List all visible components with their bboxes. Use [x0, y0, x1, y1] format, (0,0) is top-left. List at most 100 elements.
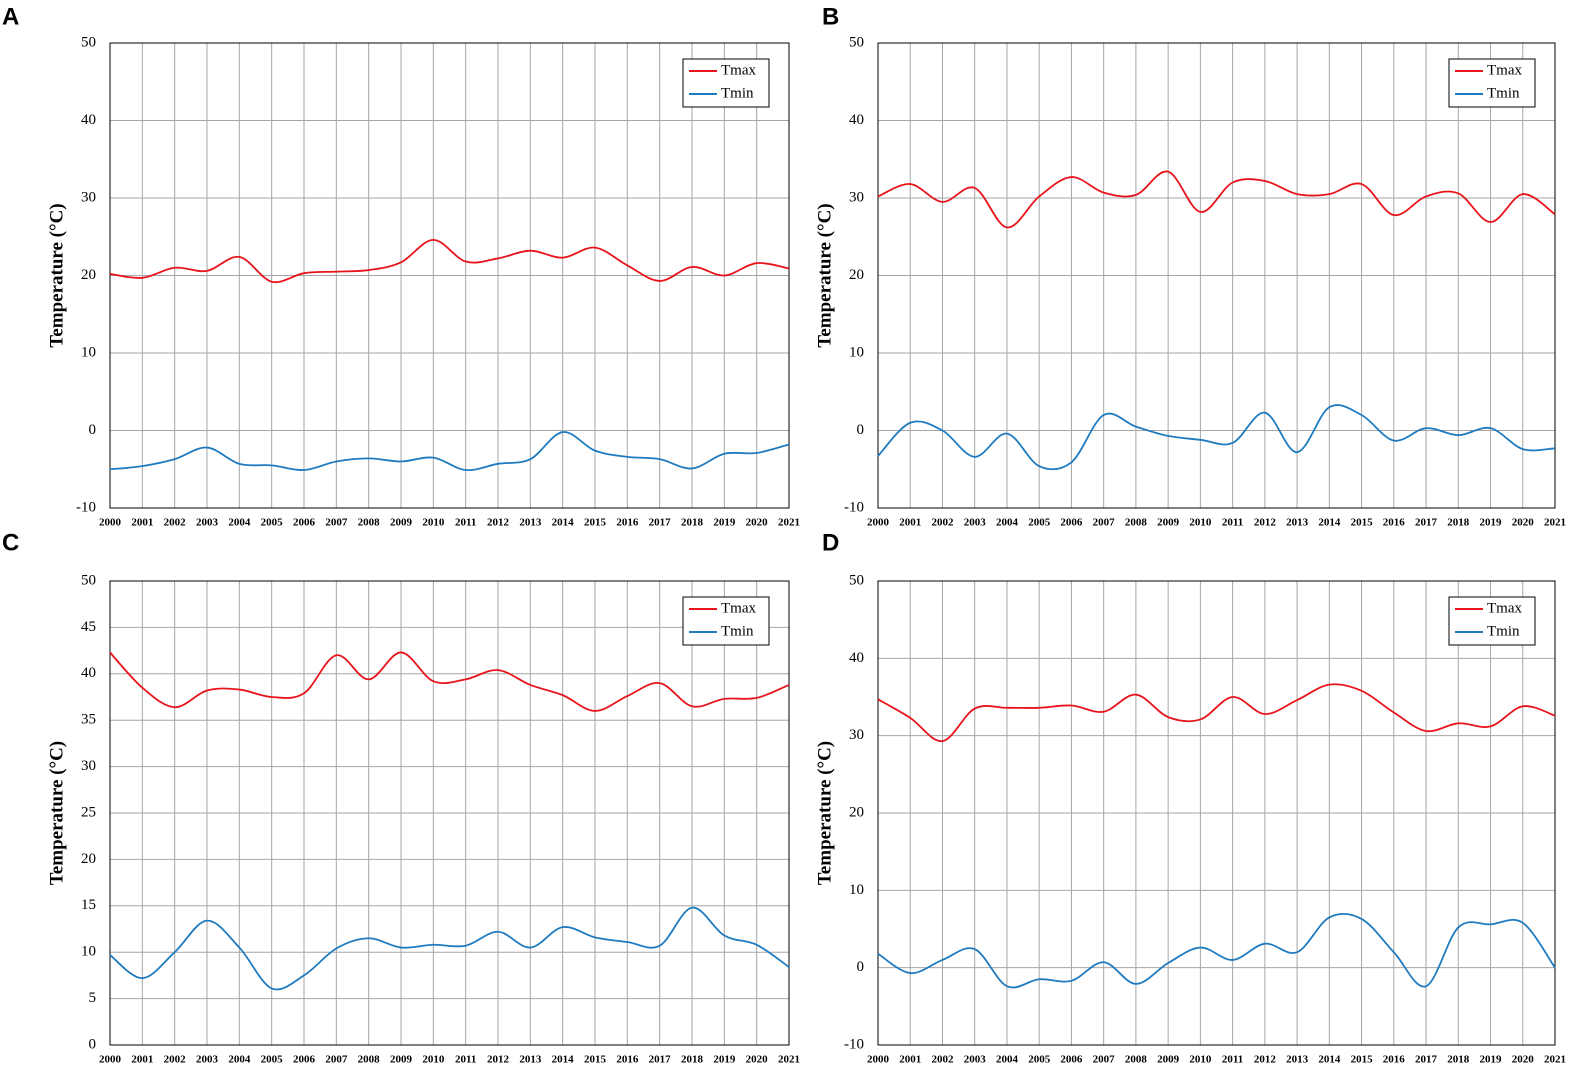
x-tick-label: 2015: [584, 517, 607, 529]
x-tick-label: 2000: [99, 1054, 122, 1066]
y-tick-label: 20: [849, 267, 864, 283]
y-tick-label: 15: [81, 897, 96, 913]
x-tick-label: 2013: [1286, 517, 1309, 529]
x-tick-label: 2012: [1254, 1054, 1277, 1066]
x-tick-label: 2001: [131, 1054, 153, 1066]
x-tick-label: 2014: [552, 517, 575, 529]
x-tick-label: 2000: [99, 517, 122, 529]
plot-frame: [877, 580, 1556, 1046]
y-tick-label: 10: [81, 344, 96, 360]
y-tick-label: 50: [849, 572, 864, 588]
y-tick-label: 5: [89, 990, 97, 1006]
x-tick-label: 2020: [746, 517, 769, 529]
x-tick-label: 2014: [552, 1054, 575, 1066]
x-tick-label: 2013: [519, 1054, 542, 1066]
x-tick-label: 2002: [931, 1054, 954, 1066]
y-axis-label: Temperature (°C): [46, 741, 67, 885]
x-tick-label: 2019: [713, 1054, 736, 1066]
series-line: [109, 431, 790, 472]
x-tick-label: 2001: [899, 1054, 921, 1066]
y-tick-label: 20: [81, 267, 96, 283]
y-tick-label: 25: [81, 804, 96, 820]
legend-box: [682, 58, 770, 108]
x-tick-label: 2005: [261, 1054, 284, 1066]
legend-label: Tmax: [721, 62, 756, 78]
x-tick-label: 2009: [390, 1054, 413, 1066]
x-tick-label: 2019: [1480, 1054, 1503, 1066]
x-tick-label: 2021: [778, 517, 800, 529]
panel-label: D: [822, 529, 839, 556]
x-tick-label: 2018: [1447, 1054, 1470, 1066]
series-line: [877, 913, 1556, 989]
y-tick-label: 0: [857, 959, 865, 975]
x-tick-label: 2016: [616, 1054, 639, 1066]
x-tick-label: 2018: [681, 1054, 704, 1066]
x-tick-label: 2012: [1254, 517, 1277, 529]
x-tick-label: 2000: [867, 1054, 890, 1066]
y-tick-label: 0: [89, 422, 97, 438]
x-tick-label: 2020: [1512, 1054, 1535, 1066]
x-tick-label: 2007: [1093, 517, 1116, 529]
y-tick-label: 30: [81, 189, 96, 205]
x-tick-label: 2013: [1286, 1054, 1309, 1066]
x-tick-label: 2018: [1447, 517, 1470, 529]
y-axis-label: Temperature (°C): [46, 203, 67, 347]
y-tick-label: 50: [81, 34, 96, 50]
y-tick-label: 50: [849, 34, 864, 50]
x-tick-label: 2020: [1512, 517, 1535, 529]
x-tick-label: 2019: [1480, 517, 1503, 529]
y-tick-label: 10: [849, 344, 864, 360]
legend-box: [682, 596, 770, 646]
x-tick-label: 2011: [455, 517, 476, 529]
y-tick-label: 40: [849, 112, 864, 128]
x-tick-label: 2003: [964, 1054, 987, 1066]
plot-frame: [109, 580, 790, 1046]
x-tick-label: 2005: [261, 517, 284, 529]
x-tick-label: 2010: [1189, 1054, 1212, 1066]
y-tick-label: -10: [844, 499, 864, 515]
x-tick-label: 2011: [1222, 517, 1243, 529]
x-tick-label: 2008: [1125, 1054, 1148, 1066]
x-tick-label: 2009: [1157, 517, 1180, 529]
x-tick-label: 2000: [867, 517, 890, 529]
x-tick-label: 2003: [196, 1054, 219, 1066]
x-tick-label: 2009: [1157, 1054, 1180, 1066]
y-tick-label: 40: [81, 665, 96, 681]
y-tick-label: 40: [81, 112, 96, 128]
x-tick-label: 2011: [1222, 1054, 1243, 1066]
x-tick-label: 2012: [487, 1054, 510, 1066]
x-tick-label: 2008: [358, 1054, 381, 1066]
x-tick-label: 2021: [778, 1054, 800, 1066]
x-tick-label: 2016: [1383, 1054, 1406, 1066]
y-tick-label: 30: [849, 189, 864, 205]
x-tick-label: 2008: [358, 517, 381, 529]
x-tick-label: 2007: [325, 517, 348, 529]
panel-label: A: [2, 3, 19, 30]
x-tick-label: 2020: [746, 1054, 769, 1066]
series-line: [109, 906, 790, 991]
series-line: [877, 404, 1556, 471]
x-tick-label: 2004: [996, 1054, 1019, 1066]
x-tick-label: 2004: [996, 517, 1019, 529]
x-tick-label: 2015: [1351, 517, 1374, 529]
legend-box: [1448, 596, 1536, 646]
x-tick-label: 2005: [1028, 517, 1051, 529]
x-tick-label: 2003: [196, 517, 219, 529]
legend-label: Tmin: [721, 85, 754, 101]
legend-label: Tmax: [721, 600, 756, 616]
x-tick-label: 2008: [1125, 517, 1148, 529]
y-axis-label: Temperature (°C): [814, 741, 835, 885]
y-tick-label: 20: [81, 851, 96, 867]
x-tick-label: 2005: [1028, 1054, 1051, 1066]
legend-label: Tmin: [721, 623, 754, 639]
x-tick-label: 2013: [519, 517, 542, 529]
series-line: [877, 170, 1556, 229]
x-tick-label: 2018: [681, 517, 704, 529]
x-tick-label: 2002: [931, 517, 954, 529]
legend-label: Tmin: [1487, 623, 1520, 639]
x-tick-label: 2010: [422, 1054, 445, 1066]
legend-box: [1448, 58, 1536, 108]
x-tick-label: 2014: [1318, 1054, 1341, 1066]
y-tick-label: 0: [857, 422, 865, 438]
x-tick-label: 2017: [649, 1054, 672, 1066]
